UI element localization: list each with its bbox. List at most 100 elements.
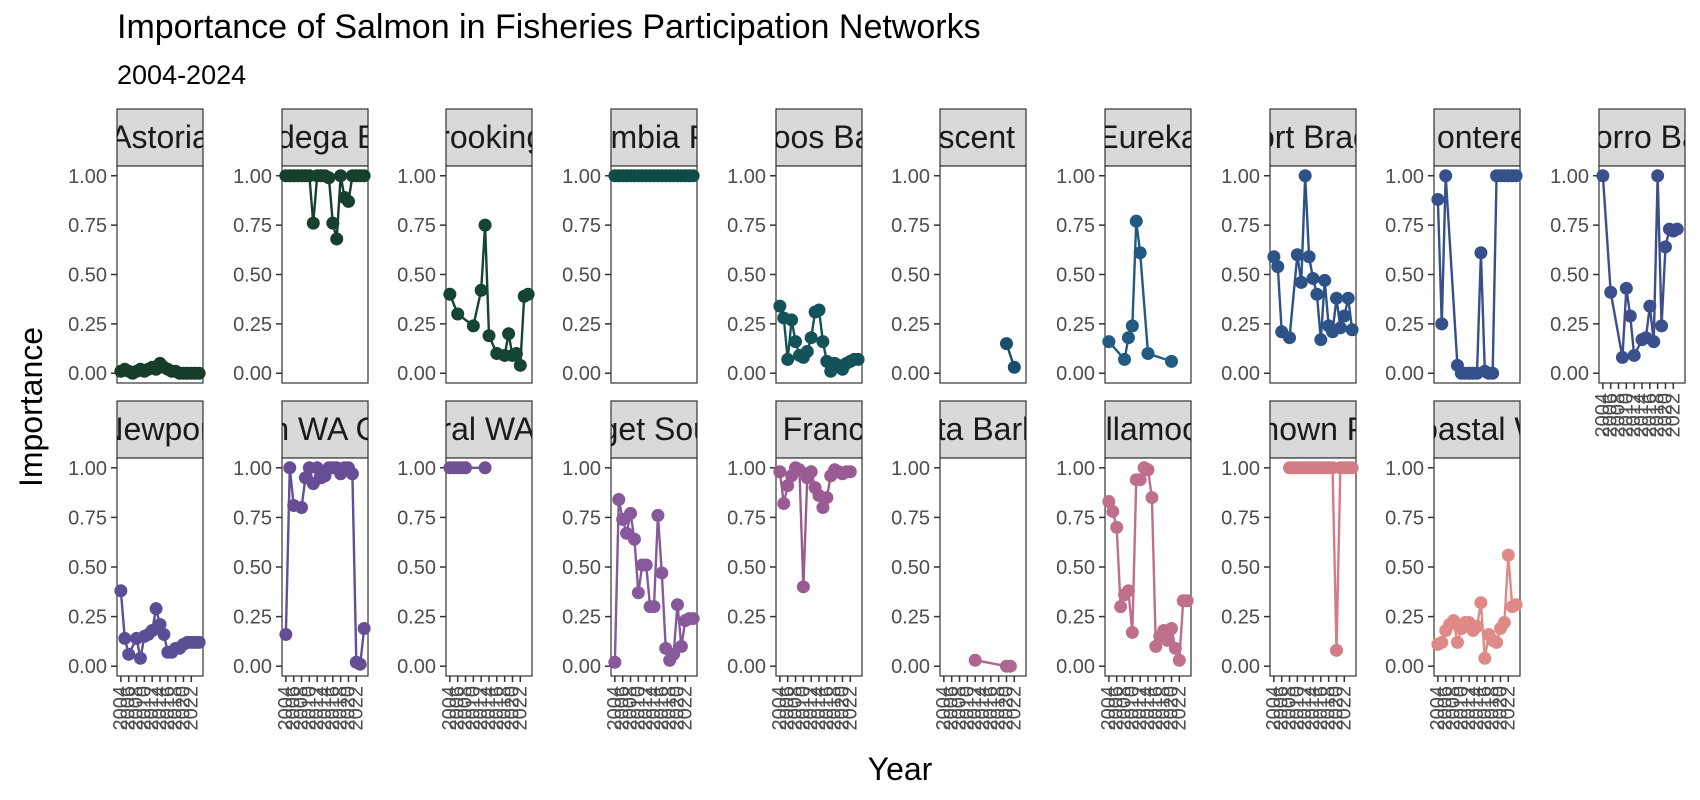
data-point	[1149, 639, 1163, 653]
data-point	[1302, 250, 1316, 264]
y-tick-label: 0.25	[1221, 607, 1260, 629]
data-point	[133, 651, 147, 665]
data-point	[192, 366, 206, 380]
data-point	[322, 171, 336, 185]
data-point	[674, 639, 688, 653]
data-point	[295, 500, 309, 514]
facet-plot-area	[939, 165, 1027, 384]
x-tick-label: 2020	[831, 686, 853, 731]
facet-strip	[1433, 400, 1521, 459]
data-point	[792, 463, 806, 477]
y-tick-label: 0.50	[397, 557, 436, 579]
x-tick-label: 2006	[1106, 686, 1128, 731]
data-point	[1141, 463, 1155, 477]
data-point	[306, 216, 320, 230]
x-tick-label: 2018	[165, 686, 187, 731]
x-tick-label: 2010	[462, 686, 484, 731]
y-tick-label: 1.00	[397, 166, 436, 188]
facet-plot-area	[939, 457, 1027, 677]
x-tick-label: 2022	[345, 686, 367, 731]
x-tick-label: 2004	[1592, 393, 1614, 438]
y-tick-label: 1.00	[562, 458, 601, 480]
x-tick-label: 2006	[612, 686, 634, 731]
facet-panel: Tillamook 0.00 0.25 0.50 0.75 1.00 20042006200…	[1056, 400, 1194, 731]
x-tick-label: 2022	[839, 686, 861, 731]
x-tick-label: 2020	[1489, 686, 1511, 731]
facet-strip-label: Bodega Bay	[238, 119, 412, 155]
facet-panel: Puget Sound0.000.250.500.751.00200420062…	[562, 400, 700, 731]
y-tick-label: 0.00	[562, 656, 601, 678]
x-tick-label: 2014	[149, 686, 171, 731]
data-point	[1509, 169, 1523, 183]
x-tick-label: 2004	[769, 686, 791, 731]
x-tick-label: 2022	[1497, 686, 1519, 731]
facet-panel: WA Coastal Waters 0.00 0.25 0.50 0.75 1.00 200…	[1339, 400, 1614, 731]
data-point	[1651, 169, 1665, 183]
data-point	[667, 647, 681, 661]
data-point	[1007, 360, 1021, 374]
facet-panel: Bodega Bay 0.00 0.25 0.50 0.75 1.00	[233, 108, 412, 385]
x-tick-label: 2022	[1168, 686, 1190, 731]
data-point	[800, 345, 814, 359]
facet-strip	[1433, 108, 1521, 167]
data-point	[843, 465, 857, 479]
facet-strip-label: Monterey	[1410, 119, 1543, 155]
data-point	[1118, 352, 1132, 366]
facet-panel: Newport0.000.250.500.751.002004200620082…	[68, 400, 206, 731]
x-tick-label: 2006	[1435, 686, 1457, 731]
facet-strip-label: North WA Coast	[211, 411, 439, 447]
data-point	[796, 580, 810, 594]
data-point	[459, 461, 473, 475]
data-point	[1604, 285, 1618, 299]
x-tick-label: 2010	[627, 686, 649, 731]
x-tick-label: 2022	[1662, 393, 1684, 438]
data-point	[1643, 299, 1657, 313]
facet-panel: Astoria 0.00 0.25 0.50 0.75 1.00	[68, 108, 206, 385]
y-tick-label: 1.00	[397, 458, 436, 480]
facet-plot-area	[281, 165, 369, 384]
data-point	[1106, 504, 1120, 518]
data-point	[1271, 260, 1285, 274]
y-tick-label: 0.25	[233, 607, 272, 629]
facet-strip-label: Santa Barbara	[880, 411, 1087, 447]
data-point	[686, 612, 700, 626]
y-tick-label: 0.00	[397, 656, 436, 678]
data-point	[1294, 275, 1308, 289]
x-tick-label: 2014	[808, 686, 830, 731]
x-tick-label: 2016	[1310, 686, 1332, 731]
data-point	[1310, 287, 1324, 301]
x-tick-label: 2020	[995, 686, 1017, 731]
y-tick-label: 0.75	[891, 507, 930, 529]
y-tick-label: 0.75	[233, 215, 272, 237]
facet-strip	[1269, 108, 1357, 167]
data-point	[334, 169, 348, 183]
data-point	[1164, 621, 1178, 635]
x-tick-label: 2004	[439, 686, 461, 731]
y-tick-label: 0.00	[1550, 363, 1589, 385]
y-tick-label: 1.00	[727, 166, 766, 188]
x-tick-label: 2004	[275, 686, 297, 731]
y-tick-label: 0.00	[1221, 656, 1260, 678]
x-tick-label: 2006	[777, 686, 799, 731]
data-point	[1290, 248, 1304, 262]
data-point	[1655, 319, 1669, 333]
facet-panel: Monterey 0.00 0.25 0.50 0.75 1.00	[1385, 108, 1543, 385]
data-point	[1341, 291, 1355, 305]
facet-strip-label: WA Coastal Waters	[1339, 411, 1614, 447]
x-axis-title: Year	[868, 751, 933, 787]
x-tick-label: 2008	[1443, 686, 1465, 731]
data-point	[670, 598, 684, 612]
y-tick-label: 0.75	[891, 215, 930, 237]
facet-panel: Coos Bay 0.00 0.25 0.50 0.75 1.00	[727, 108, 865, 385]
facet-plot-area	[1269, 457, 1357, 677]
y-tick-label: 0.50	[1550, 265, 1589, 287]
y-tick-label: 0.75	[562, 507, 601, 529]
x-tick-label: 2020	[1654, 393, 1676, 438]
data-point	[1474, 596, 1488, 610]
y-tick-label: 1.00	[891, 458, 930, 480]
facet-panel: South and Central WA Coastal Waters 0.00 0…	[397, 400, 533, 731]
y-tick-label: 0.00	[727, 363, 766, 385]
data-point	[1647, 335, 1661, 349]
y-tick-label: 0.75	[1385, 215, 1424, 237]
y-tick-label: 0.25	[891, 314, 930, 336]
